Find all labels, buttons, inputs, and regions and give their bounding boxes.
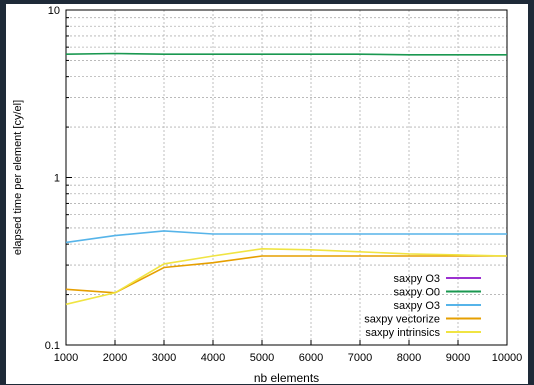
- x-tick-label: 8000: [397, 352, 421, 364]
- x-axis-label: nb elements: [254, 371, 319, 384]
- legend-label: saxpy intrinsics: [365, 327, 440, 339]
- series-line-saxpy-intrinsics-4: [65, 247, 508, 306]
- legend-label: saxpy O3: [394, 273, 440, 285]
- line-chart: 1000 2000 3000 4000 5000 6000 7000 8000 9000 1000…: [12, 5, 523, 384]
- series-line-saxpy-vectorize-3: [65, 255, 507, 294]
- legend-label: saxpy vectorize: [364, 314, 440, 326]
- x-tick-label: 9000: [446, 352, 470, 364]
- x-tick-label: 6000: [299, 352, 323, 364]
- legend-label: saxpy O0: [394, 287, 440, 299]
- series-line-saxpy-o3-2: [65, 230, 507, 244]
- chart-frame: 1000 2000 3000 4000 5000 6000 7000 8000 9000 1000…: [6, 4, 528, 384]
- y-tick-label: 1: [54, 173, 60, 185]
- ticks-layer: 1000 2000 3000 4000 5000 6000 7000 8000 9000 1000…: [45, 5, 523, 364]
- grid-layer: [66, 10, 507, 345]
- y-axis-label: elapsed time per element [cy/el]: [12, 100, 24, 255]
- x-tick-label: 7000: [348, 352, 372, 364]
- x-tick-label: 3000: [152, 352, 176, 364]
- x-tick-label: 5000: [250, 352, 274, 364]
- series-layer: [65, 52, 508, 306]
- series-line-saxpy-o0-1: [65, 52, 507, 56]
- x-tick-label: 10000: [492, 352, 523, 364]
- x-tick-label: 1000: [54, 352, 78, 364]
- y-tick-label: 10: [48, 5, 60, 17]
- x-tick-label: 4000: [201, 352, 225, 364]
- x-tick-label: 2000: [103, 352, 127, 364]
- y-tick-label: 0.1: [45, 340, 60, 352]
- legend-label: saxpy O3: [394, 300, 440, 312]
